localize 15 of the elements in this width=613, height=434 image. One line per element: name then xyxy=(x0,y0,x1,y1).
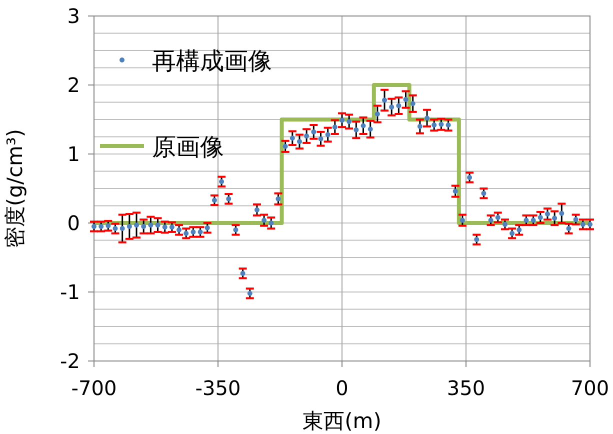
y-tick-label: 1 xyxy=(67,142,80,166)
x-tick-label: -700 xyxy=(71,376,117,400)
y-tick-label: -1 xyxy=(60,280,80,304)
y-tick-label: -2 xyxy=(60,349,80,373)
legend-label: 再構成画像 xyxy=(152,47,272,75)
legend-label: 原画像 xyxy=(152,133,224,161)
y-tick-label: 2 xyxy=(67,73,80,97)
x-tick-label: 700 xyxy=(570,376,610,400)
y-tick-label: 3 xyxy=(67,4,80,28)
x-tick-label: 0 xyxy=(336,376,348,400)
y-tick-label: 0 xyxy=(67,211,80,235)
x-tick-label: -350 xyxy=(195,376,241,400)
x-axis-title: 東西(m) xyxy=(302,409,382,433)
y-axis-title: 密度(g/cm³) xyxy=(3,128,27,248)
x-tick-label: 350 xyxy=(446,376,486,400)
